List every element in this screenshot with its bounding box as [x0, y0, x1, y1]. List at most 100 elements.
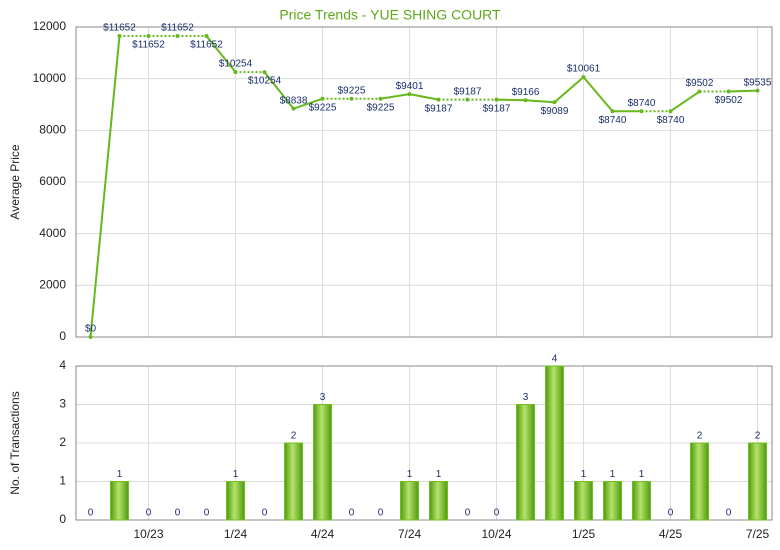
point — [494, 97, 499, 102]
point — [378, 96, 383, 101]
y-tick-label: 0 — [59, 512, 66, 526]
line-segment — [525, 99, 555, 104]
x-tick-label: 7/25 — [746, 527, 770, 541]
plot-frame — [75, 365, 773, 521]
point — [117, 33, 122, 38]
bar — [110, 481, 129, 521]
value-label: 1 — [581, 469, 587, 480]
point — [204, 33, 209, 38]
value-label: 3 — [523, 392, 529, 403]
point — [320, 96, 325, 101]
value-label: $8740 — [628, 98, 656, 109]
line-segment — [409, 93, 439, 101]
y-tick-label: 4 — [59, 358, 66, 372]
bar — [284, 442, 303, 521]
x-tick-label: 10/24 — [481, 527, 511, 541]
value-label: 4 — [552, 354, 558, 365]
y-tick-label: 2000 — [39, 278, 66, 292]
bar — [632, 481, 651, 521]
bar — [226, 481, 245, 521]
point — [175, 33, 180, 38]
plot-frame — [75, 26, 773, 338]
value-label: $8740 — [657, 115, 685, 126]
value-label: 2 — [697, 431, 703, 442]
value-label: $10254 — [248, 76, 282, 87]
value-label: $11652 — [103, 23, 136, 34]
point — [639, 109, 644, 114]
line-segment — [669, 90, 701, 113]
value-label: $9225 — [367, 102, 395, 113]
value-label: $11652 — [161, 23, 194, 34]
point — [146, 33, 151, 38]
value-label: 0 — [175, 508, 181, 519]
point — [88, 335, 93, 339]
value-label: 1 — [117, 469, 123, 480]
line-segment — [293, 97, 323, 110]
bar — [429, 481, 448, 521]
point — [262, 70, 267, 75]
point — [407, 92, 412, 97]
y-tick-label: 3 — [59, 397, 66, 411]
y-tick-label: 8000 — [39, 123, 66, 137]
value-label: 2 — [291, 431, 297, 442]
line-segment — [496, 98, 526, 102]
x-tick-label: 4/24 — [311, 527, 335, 541]
value-label: 1 — [233, 469, 239, 480]
value-label: $9401 — [396, 81, 424, 92]
bar — [400, 481, 419, 521]
point — [436, 97, 441, 102]
bar — [603, 481, 622, 521]
value-label: $8838 — [280, 95, 308, 106]
y-tick-label: 4000 — [39, 226, 66, 240]
value-label: $9535 — [744, 77, 772, 88]
y-axis-title: No. of Transactions — [8, 391, 22, 494]
x-tick-label: 4/25 — [659, 527, 683, 541]
value-label: $9502 — [715, 95, 743, 106]
value-label: $9225 — [338, 85, 366, 96]
point — [610, 109, 615, 114]
point — [349, 96, 354, 101]
value-label: 1 — [407, 469, 413, 480]
line-segment — [380, 93, 410, 100]
value-label: $9187 — [483, 103, 511, 114]
value-label: 2 — [755, 431, 761, 442]
line-segment — [263, 71, 295, 110]
line-segment — [728, 89, 758, 93]
point — [552, 100, 557, 105]
value-label: 1 — [610, 469, 616, 480]
x-tick-label: 10/23 — [133, 527, 163, 541]
point — [291, 106, 296, 111]
point — [726, 89, 731, 94]
line-segment — [582, 76, 614, 112]
value-label: 0 — [726, 508, 732, 519]
chart-title: Price Trends - YUE SHING COURT — [279, 7, 501, 23]
value-label: 0 — [465, 508, 471, 519]
line-segment — [553, 76, 585, 103]
y-tick-label: 1 — [59, 474, 66, 488]
point — [233, 70, 238, 75]
value-label: $0 — [85, 324, 97, 335]
y-axis-title: Average Price — [8, 144, 22, 219]
value-label: 0 — [204, 508, 210, 519]
bar — [313, 404, 332, 521]
value-label: 0 — [378, 508, 384, 519]
x-tick-label: 1/25 — [572, 527, 596, 541]
value-label: $9502 — [686, 78, 714, 89]
bar — [748, 442, 767, 521]
value-label: $9089 — [541, 106, 569, 117]
point — [755, 88, 760, 93]
point — [581, 75, 586, 80]
bar — [516, 404, 535, 521]
value-label: $9187 — [425, 103, 453, 114]
bar — [574, 481, 593, 521]
point — [697, 89, 702, 94]
line-segment — [89, 35, 121, 338]
value-label: 0 — [494, 508, 500, 519]
bar — [690, 442, 709, 521]
value-label: 1 — [436, 469, 442, 480]
value-label: 0 — [146, 508, 152, 519]
value-label: $11652 — [190, 40, 223, 51]
point — [668, 109, 673, 114]
x-tick-label: 7/24 — [398, 527, 422, 541]
